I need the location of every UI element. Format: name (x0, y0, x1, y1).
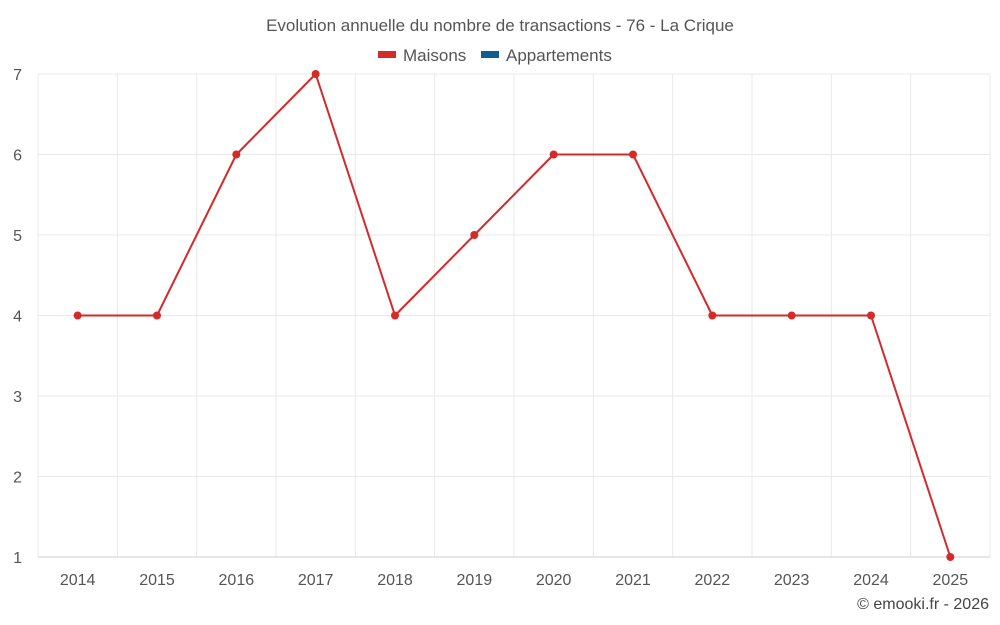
legend-item-appartements[interactable]: Appartements (481, 46, 612, 65)
legend-item-maisons[interactable]: Maisons (378, 46, 466, 65)
data-point[interactable] (153, 311, 161, 320)
data-point[interactable] (629, 150, 637, 159)
legend-swatch-appartements (481, 51, 499, 58)
y-axis-ticks: 1 2 3 4 5 6 7 (13, 67, 22, 567)
chart-title: Evolution annuelle du nombre de transact… (266, 16, 734, 35)
legend-label-appartements: Appartements (506, 46, 612, 65)
y-tick-label: 2 (13, 470, 22, 487)
data-point[interactable] (232, 150, 241, 159)
y-tick-label: 7 (13, 67, 22, 84)
data-point[interactable] (867, 311, 875, 320)
x-tick-label: 2022 (695, 572, 731, 589)
grid (37, 73, 991, 558)
y-tick-label: 4 (13, 309, 22, 326)
data-point[interactable] (946, 553, 955, 561)
x-tick-label: 2019 (457, 572, 493, 589)
data-point[interactable] (787, 311, 796, 320)
series-maisons (73, 70, 955, 561)
data-point[interactable] (311, 70, 320, 78)
data-point[interactable] (470, 231, 479, 239)
x-tick-label: 2023 (774, 572, 810, 589)
x-axis-ticks: 2014 2015 2016 2017 2018 2019 2020 2021 2022 2023… (60, 572, 968, 589)
y-tick-label: 3 (13, 389, 22, 406)
data-point[interactable] (708, 311, 717, 320)
series-line-maisons (77, 73, 952, 558)
x-tick-label: 2020 (536, 572, 572, 589)
x-tick-label: 2017 (298, 572, 334, 589)
x-tick-label: 2018 (377, 572, 413, 589)
legend-label-maisons: Maisons (403, 46, 466, 65)
data-point[interactable] (391, 311, 399, 320)
data-point[interactable] (549, 150, 558, 159)
legend: Maisons Appartements (378, 46, 612, 65)
x-tick-label: 2021 (615, 572, 651, 589)
x-tick-label: 2014 (60, 572, 96, 589)
x-tick-label: 2016 (219, 572, 255, 589)
credit-text: © emooki.fr - 2026 (857, 596, 989, 613)
data-point[interactable] (73, 311, 82, 320)
legend-swatch-maisons (378, 51, 396, 58)
y-tick-label: 1 (13, 550, 22, 567)
y-tick-label: 6 (13, 148, 22, 165)
y-tick-label: 5 (13, 228, 22, 245)
x-tick-label: 2015 (139, 572, 175, 589)
x-tick-label: 2025 (933, 572, 969, 589)
x-tick-label: 2024 (853, 572, 889, 589)
